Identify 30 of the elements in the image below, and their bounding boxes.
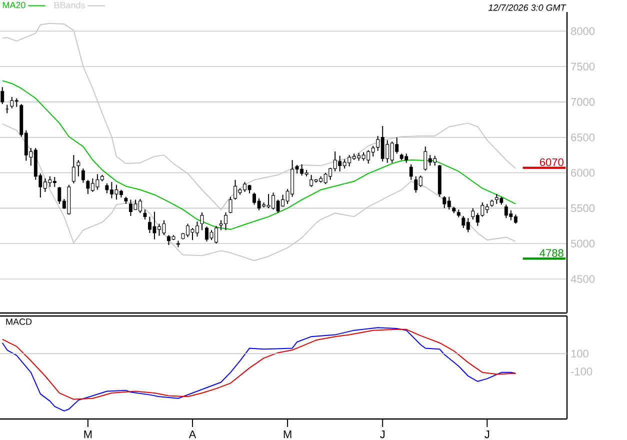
- candlestick: [228, 196, 232, 214]
- y-tick-label: 6500: [571, 133, 595, 142]
- y-tick-label: 6000: [571, 168, 595, 177]
- candlestick: [72, 154, 76, 184]
- y-tick-label: 7000: [571, 98, 595, 106]
- ref-line-label: 6070: [540, 158, 564, 166]
- y-tick-label: -100: [571, 368, 592, 376]
- x-tick-label: A: [188, 430, 196, 438]
- y-tick-label: 100: [571, 350, 588, 358]
- y-tick-label: 7500: [571, 62, 595, 70]
- legend-label: MA20: [2, 2, 26, 8]
- y-tick-label: 5500: [570, 204, 595, 212]
- y-tick-label: 4500: [570, 275, 595, 283]
- line-series: [2, 328, 516, 400]
- line-series: [2, 327, 516, 412]
- y-tick-label: 8000: [571, 27, 595, 36]
- y-tick-label: 5000: [570, 240, 595, 248]
- text: 12/7/2026 3:0 GMT: [488, 4, 566, 11]
- candlestick: [0, 86, 4, 105]
- candlestick: [409, 164, 413, 180]
- candlestick: [143, 209, 147, 220]
- x-tick-label: M: [284, 430, 292, 438]
- candlestick: [200, 212, 204, 231]
- ref-line-label: 4788: [540, 249, 564, 257]
- x-tick-label: J: [484, 430, 490, 438]
- x-tick-label: J: [380, 430, 385, 438]
- candlestick: [81, 168, 85, 184]
- candlestick: [76, 160, 80, 177]
- chart-title: MACD: [6, 318, 32, 325]
- x-tick-label: M: [84, 430, 92, 438]
